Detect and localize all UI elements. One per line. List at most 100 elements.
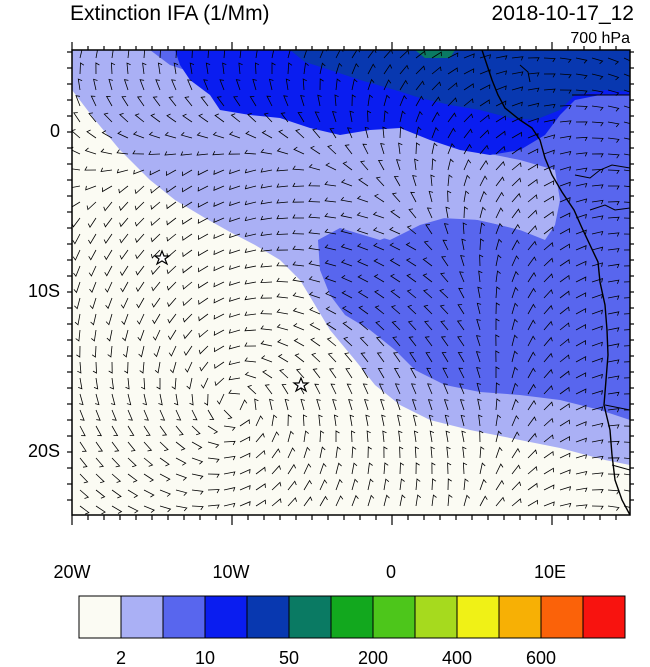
wind-barb <box>120 281 129 293</box>
wind-barb <box>575 260 587 267</box>
wind-barb <box>527 225 537 235</box>
wind-barb <box>607 343 620 348</box>
wind-barb <box>182 233 193 241</box>
wind-barb <box>495 430 502 443</box>
wind-barb <box>559 436 571 443</box>
wind-barb <box>351 78 358 91</box>
wind-barb <box>425 352 433 363</box>
wind-barb <box>249 96 257 107</box>
wind-barb <box>443 223 449 235</box>
wind-barb <box>362 143 369 155</box>
wind-barb <box>476 318 481 331</box>
wind-barb <box>207 473 220 478</box>
wind-barb <box>175 505 188 512</box>
wind-barb <box>199 361 209 372</box>
wind-barb <box>390 289 401 299</box>
wind-barb <box>445 430 450 443</box>
station-markers <box>153 249 310 393</box>
wind-barb <box>111 409 117 421</box>
wind-barb <box>559 259 570 267</box>
wind-barb <box>233 96 241 107</box>
wind-barb <box>228 131 241 139</box>
wind-barb <box>409 352 417 363</box>
wind-barb <box>127 425 135 436</box>
wind-barb <box>623 217 630 219</box>
wind-barb <box>607 408 620 413</box>
wind-barb <box>207 50 209 59</box>
wind-barb <box>367 462 373 475</box>
wind-barb <box>89 281 97 293</box>
wind-barb <box>103 233 113 244</box>
wind-barb <box>591 199 604 205</box>
wind-barb <box>495 55 508 60</box>
wind-barb <box>95 50 101 59</box>
wind-barb <box>260 148 273 155</box>
wind-barb <box>351 494 359 507</box>
wind-barb <box>295 129 305 139</box>
wind-barb <box>511 447 521 459</box>
wind-barb <box>424 336 433 347</box>
wind-barb <box>380 398 385 411</box>
wind-barb <box>383 478 390 491</box>
wind-barb <box>122 345 129 358</box>
wind-barb <box>152 313 161 325</box>
wind-barb <box>591 184 604 189</box>
wind-barb <box>382 430 387 443</box>
wind-barb <box>559 403 570 411</box>
wind-barb <box>271 431 280 443</box>
wind-barb <box>431 478 437 491</box>
wind-barb <box>511 56 524 61</box>
wind-barb <box>543 88 556 93</box>
wind-barb <box>127 50 130 59</box>
wind-barb <box>383 446 388 459</box>
wind-barb <box>197 201 209 208</box>
wind-barb <box>303 463 312 475</box>
wind-barb <box>351 94 356 107</box>
wind-barb <box>559 306 570 315</box>
wind-barb <box>106 329 113 342</box>
wind-barb <box>167 313 177 324</box>
wind-barb <box>223 471 236 476</box>
colorbar-swatch <box>414 595 458 639</box>
wind-barb <box>292 229 305 235</box>
wind-barb <box>175 409 182 421</box>
wind-barb <box>276 293 289 299</box>
wind-barb <box>105 95 113 107</box>
wind-barb <box>292 307 305 315</box>
wind-barb <box>356 243 369 251</box>
wind-barb <box>244 168 257 174</box>
wind-barb <box>623 249 630 251</box>
wind-barb <box>150 201 161 210</box>
wind-barb <box>623 457 630 460</box>
colorbar-swatch <box>162 595 206 639</box>
wind-barb <box>155 79 161 91</box>
wind-barb <box>399 64 409 75</box>
wind-barb <box>415 462 420 475</box>
wind-barb <box>314 383 321 395</box>
wind-barb <box>406 225 417 235</box>
wind-barb <box>495 398 501 411</box>
wind-barb <box>591 168 604 174</box>
station-star-icon <box>153 249 171 266</box>
wind-barb <box>152 329 161 341</box>
wind-barb <box>203 393 209 406</box>
wind-barb <box>527 335 536 347</box>
wind-barb <box>303 496 313 507</box>
wind-barb <box>458 367 465 379</box>
wind-barb <box>287 480 297 491</box>
y-tick-label: 0 <box>50 121 60 141</box>
wind-barb <box>367 478 374 491</box>
wind-barb <box>422 273 433 283</box>
wind-barb <box>309 322 321 331</box>
wind-barb <box>164 151 177 156</box>
wind-barb <box>228 281 241 286</box>
colorbar-labels: 2 10 50 200 400 600 <box>116 648 556 667</box>
wind-barb <box>343 336 353 347</box>
wind-barb <box>93 377 99 390</box>
wind-barb <box>415 95 424 107</box>
wind-barb <box>447 112 457 123</box>
wind-barb <box>324 197 337 203</box>
wind-barb <box>182 113 193 123</box>
colorbar-label: 50 <box>279 648 299 667</box>
wind-barb <box>445 206 450 219</box>
